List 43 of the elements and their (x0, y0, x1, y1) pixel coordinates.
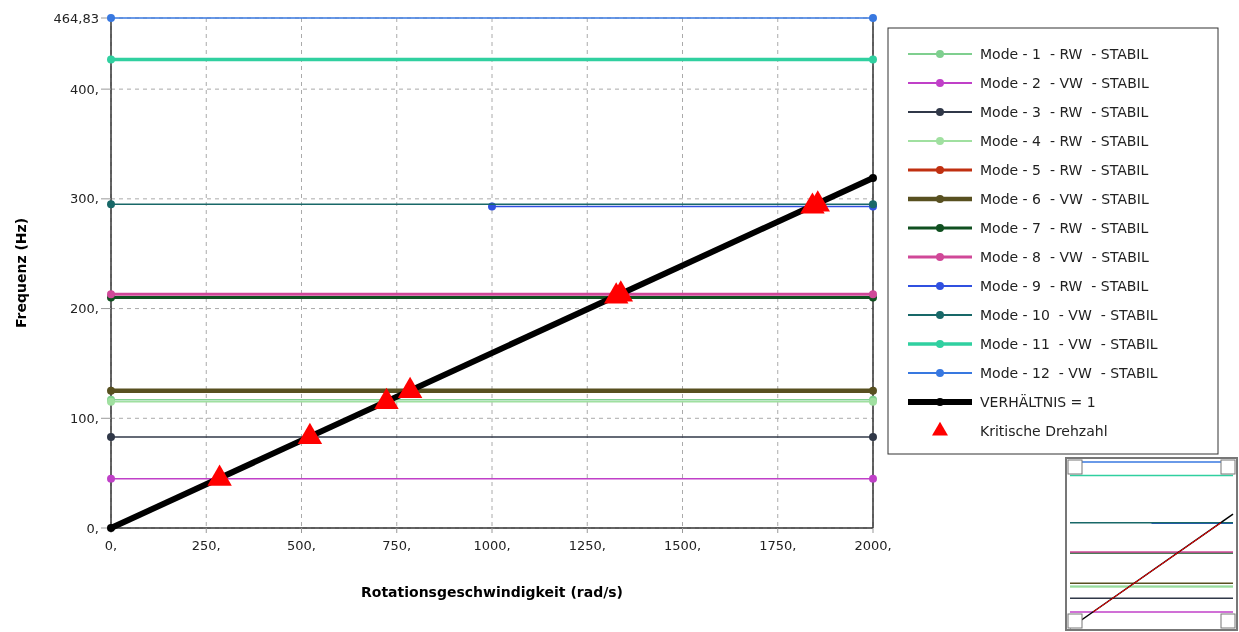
x-tick-label: 750, (382, 538, 412, 553)
x-tick-label: 1500, (663, 538, 702, 553)
x-tick-label: 1750, (759, 538, 797, 553)
x-tick-label: 1000, (473, 538, 511, 553)
x-tick-label: 500, (287, 538, 316, 553)
legend-label: Mode - 8 - VW - STABIL (980, 248, 1149, 265)
legend-label: Mode - 9 - RW - STABIL (980, 277, 1149, 294)
legend-label: Mode - 4 - RW - STABIL (980, 132, 1149, 149)
x-tick-label: 2000, (854, 538, 892, 553)
legend-label: Mode - 2 - VW - STABIL (980, 74, 1149, 91)
point (107, 200, 115, 209)
y-axis-title: Frequenz (Hz) (13, 217, 29, 329)
x-tick-label: 250, (191, 538, 221, 553)
y-tick-label: 464,83 (53, 10, 99, 26)
legend-label: Mode - 12 - VW - STABIL (980, 364, 1158, 381)
x-axis-title: Rotationsgeschwindigkeit (rad/s) (360, 584, 624, 600)
point (869, 55, 877, 64)
y-tick-label: 400, (70, 81, 99, 97)
point (107, 432, 115, 441)
point (107, 386, 115, 395)
legend-label: Mode - 6 - VW - STABIL (980, 190, 1149, 207)
y-tick-label: 200, (70, 301, 99, 317)
x-tick-label: 1250, (568, 538, 606, 553)
point (869, 14, 877, 22)
point (869, 432, 877, 441)
x-tick-label: 0, (104, 538, 118, 553)
legend-label: Mode - 3 - RW - STABIL (980, 103, 1149, 120)
point (107, 55, 115, 64)
legend-label: Mode - 5 - RW - STABIL (980, 161, 1149, 178)
y-tick-label: 100, (70, 410, 99, 426)
legend-label: Mode - 1 - RW - STABIL (980, 45, 1149, 62)
legend-label: VERHÄLTNIS = 1 (980, 392, 1096, 410)
legend-label: Mode - 11 - VW - STABIL (980, 335, 1158, 352)
y-tick-label: 0, (86, 520, 99, 536)
point (869, 174, 877, 182)
y-tick-label: 300, (70, 191, 99, 207)
legend-label: Kritische Drehzahl (980, 422, 1108, 439)
point (869, 386, 877, 395)
point (107, 474, 115, 483)
legend-label: Mode - 7 - RW - STABIL (980, 219, 1149, 236)
point (107, 14, 115, 22)
point (869, 474, 877, 483)
legend-label: Mode - 10 - VW - STABIL (980, 306, 1158, 323)
